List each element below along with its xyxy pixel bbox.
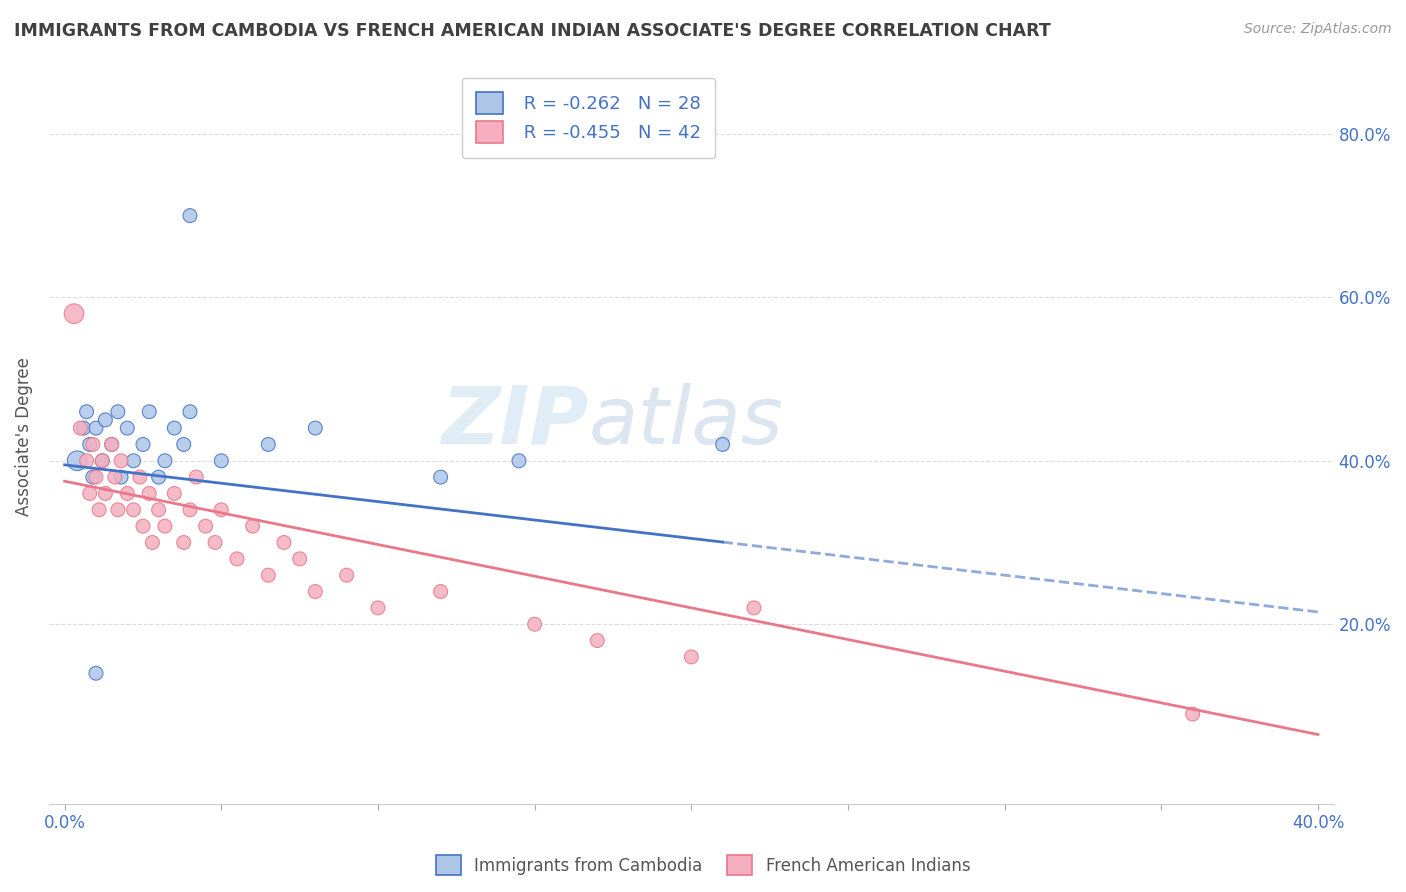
Text: IMMIGRANTS FROM CAMBODIA VS FRENCH AMERICAN INDIAN ASSOCIATE'S DEGREE CORRELATIO: IMMIGRANTS FROM CAMBODIA VS FRENCH AMERI… xyxy=(14,22,1050,40)
Point xyxy=(304,584,326,599)
Point xyxy=(100,437,122,451)
Point xyxy=(117,421,139,435)
Text: atlas: atlas xyxy=(589,383,783,460)
Point xyxy=(179,405,201,419)
Point xyxy=(508,454,530,468)
Text: Source: ZipAtlas.com: Source: ZipAtlas.com xyxy=(1244,22,1392,37)
Point xyxy=(141,535,163,549)
Point xyxy=(257,568,280,582)
Point xyxy=(186,470,208,484)
Point xyxy=(681,649,703,664)
Point xyxy=(94,486,117,500)
Point xyxy=(110,454,132,468)
Point xyxy=(82,437,104,451)
Point xyxy=(179,503,201,517)
Point xyxy=(110,470,132,484)
Point xyxy=(226,551,249,566)
Point xyxy=(429,584,451,599)
Point xyxy=(336,568,359,582)
Point xyxy=(173,437,195,451)
Point xyxy=(69,421,91,435)
Point xyxy=(82,470,104,484)
Point xyxy=(132,519,155,533)
Point xyxy=(209,454,232,468)
Point xyxy=(367,600,389,615)
Point xyxy=(273,535,295,549)
Point xyxy=(429,470,451,484)
Point xyxy=(79,486,101,500)
Point xyxy=(66,454,89,468)
Point xyxy=(209,503,232,517)
Point xyxy=(84,421,107,435)
Point xyxy=(107,503,129,517)
Point xyxy=(304,421,326,435)
Point xyxy=(122,503,145,517)
Point xyxy=(163,421,186,435)
Point xyxy=(132,437,155,451)
Point xyxy=(100,437,122,451)
Point xyxy=(84,470,107,484)
Point xyxy=(523,617,546,632)
Point xyxy=(76,405,98,419)
Point xyxy=(742,600,765,615)
Point xyxy=(163,486,186,500)
Point xyxy=(194,519,217,533)
Point xyxy=(179,209,201,223)
Legend: Immigrants from Cambodia, French American Indians: Immigrants from Cambodia, French America… xyxy=(427,847,979,884)
Point xyxy=(1181,707,1204,722)
Legend:  R = -0.262   N = 28,  R = -0.455   N = 42: R = -0.262 N = 28, R = -0.455 N = 42 xyxy=(461,78,716,158)
Point xyxy=(79,437,101,451)
Point xyxy=(91,454,114,468)
Text: ZIP: ZIP xyxy=(441,383,589,460)
Point xyxy=(148,470,170,484)
Point xyxy=(122,454,145,468)
Point xyxy=(138,405,160,419)
Point xyxy=(87,503,110,517)
Point xyxy=(84,666,107,681)
Point xyxy=(107,405,129,419)
Point xyxy=(138,486,160,500)
Point xyxy=(76,454,98,468)
Point xyxy=(711,437,734,451)
Point xyxy=(153,519,176,533)
Point xyxy=(257,437,280,451)
Point xyxy=(94,413,117,427)
Point xyxy=(91,454,114,468)
Point xyxy=(117,486,139,500)
Point xyxy=(153,454,176,468)
Point xyxy=(104,470,127,484)
Point xyxy=(148,503,170,517)
Point xyxy=(72,421,94,435)
Point xyxy=(288,551,311,566)
Y-axis label: Associate's Degree: Associate's Degree xyxy=(15,357,32,516)
Point xyxy=(586,633,609,648)
Point xyxy=(204,535,226,549)
Point xyxy=(63,307,86,321)
Point xyxy=(128,470,150,484)
Point xyxy=(173,535,195,549)
Point xyxy=(242,519,264,533)
